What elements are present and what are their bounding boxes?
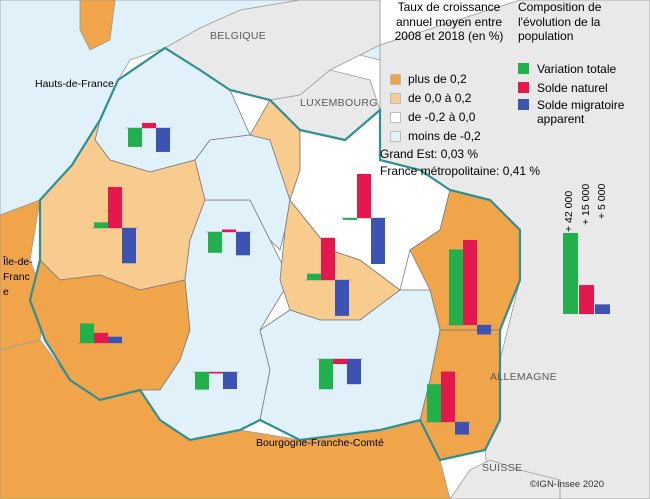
- bar-solde-migratoire: [108, 336, 122, 343]
- legend-swatch: [390, 130, 401, 142]
- composition-item: Variation totale: [518, 62, 616, 76]
- bar-variation-totale: [80, 323, 94, 343]
- label-allemagne: ALLEMAGNE: [490, 371, 557, 383]
- bar-variation-totale: [94, 222, 108, 228]
- bar-solde-naturel: [441, 371, 455, 422]
- orange-area-top-left: [79, 0, 116, 51]
- switzerland-area: [449, 459, 561, 499]
- composition-label: Solde naturel: [537, 81, 608, 95]
- legend-label: plus de 0,2: [408, 72, 467, 86]
- bar-solde-migratoire: [236, 232, 250, 256]
- bar-solde-naturel: [142, 122, 156, 128]
- bar-solde-naturel: [321, 237, 335, 280]
- legend-swatch: [390, 111, 401, 123]
- bar-solde-naturel: [94, 332, 108, 343]
- legend-item: de -0,2 à 0,0: [390, 110, 475, 124]
- bar-solde-naturel: [357, 173, 371, 218]
- label-ile-de-france: Île-de-France: [3, 256, 33, 298]
- stat-grand-est: Grand Est: 0,03 %: [380, 147, 479, 161]
- bar-solde-migratoire: [371, 218, 385, 264]
- bar-variation-totale: [449, 249, 463, 325]
- legend-item: moins de -0,2: [390, 129, 481, 143]
- credit-text: ©IGN-Insee 2020: [529, 479, 604, 490]
- composition-label: Solde migratoire apparent: [537, 98, 625, 126]
- bar-variation-totale: [427, 384, 441, 422]
- bar-variation-totale: [208, 232, 222, 253]
- grand-est-outline: [28, 46, 522, 462]
- bar-solde-naturel: [108, 187, 122, 228]
- composition-title: Composition de l'évolution de la populat…: [518, 0, 602, 43]
- bar-variation-totale: [307, 273, 321, 280]
- bar-solde-migratoire: [335, 280, 349, 316]
- label-suisse: SUISSE: [482, 462, 523, 474]
- stat-france: France métropolitaine: 0,41 %: [380, 164, 541, 178]
- scale-label-small: + 5 000: [596, 183, 608, 219]
- legend-label: moins de -0,2: [408, 129, 481, 143]
- bar-variation-totale: [128, 128, 142, 147]
- scale-label-large: + 42 000: [563, 190, 575, 232]
- composition-item: Solde migratoire apparent: [518, 98, 638, 126]
- bar-solde-naturel: [222, 229, 236, 232]
- bar-variation-totale: [343, 218, 357, 220]
- composition-swatch: [518, 63, 529, 74]
- legend-label: de -0,2 à 0,0: [408, 110, 476, 124]
- bar-solde-naturel: [333, 359, 347, 365]
- scale-bar: [579, 285, 594, 314]
- legend-swatch: [390, 92, 401, 104]
- label-bourgogne-franche-comte: Bourgogne-Franche-Comté: [256, 437, 384, 449]
- legend-item: plus de 0,2: [390, 72, 467, 86]
- composition-label: Variation totale: [537, 62, 617, 76]
- bar-solde-migratoire: [223, 372, 237, 390]
- label-hauts-de-france: Hauts-de-France: [35, 78, 114, 90]
- scale-bar: [595, 304, 610, 314]
- bar-solde-naturel: [209, 372, 223, 374]
- legend-swatch: [390, 73, 401, 85]
- label-luxembourg: LUXEMBOURG: [300, 97, 378, 109]
- composition-swatch: [518, 99, 529, 110]
- department-bar-charts: [78, 122, 493, 435]
- scale-label-medium: + 15 000: [580, 183, 592, 225]
- bar-variation-totale: [195, 372, 209, 390]
- bar-solde-migratoire: [477, 325, 491, 335]
- bar-solde-naturel: [463, 239, 477, 325]
- bar-solde-migratoire: [156, 128, 170, 152]
- bar-variation-totale: [319, 359, 333, 390]
- composition-item: Solde naturel: [518, 81, 608, 95]
- bar-solde-migratoire: [455, 422, 469, 435]
- composition-swatch: [518, 82, 529, 93]
- legend-title: Taux de croissance annuel moyen entre 20…: [394, 0, 504, 43]
- scale-bar: [563, 232, 578, 314]
- legend-item: de 0,0 à 0,2: [390, 91, 471, 105]
- bar-solde-migratoire: [347, 359, 361, 385]
- legend-label: de 0,0 à 0,2: [408, 91, 472, 105]
- scale-bars: [563, 232, 610, 314]
- bar-solde-migratoire: [122, 228, 136, 264]
- label-belgique: BELGIQUE: [210, 30, 267, 42]
